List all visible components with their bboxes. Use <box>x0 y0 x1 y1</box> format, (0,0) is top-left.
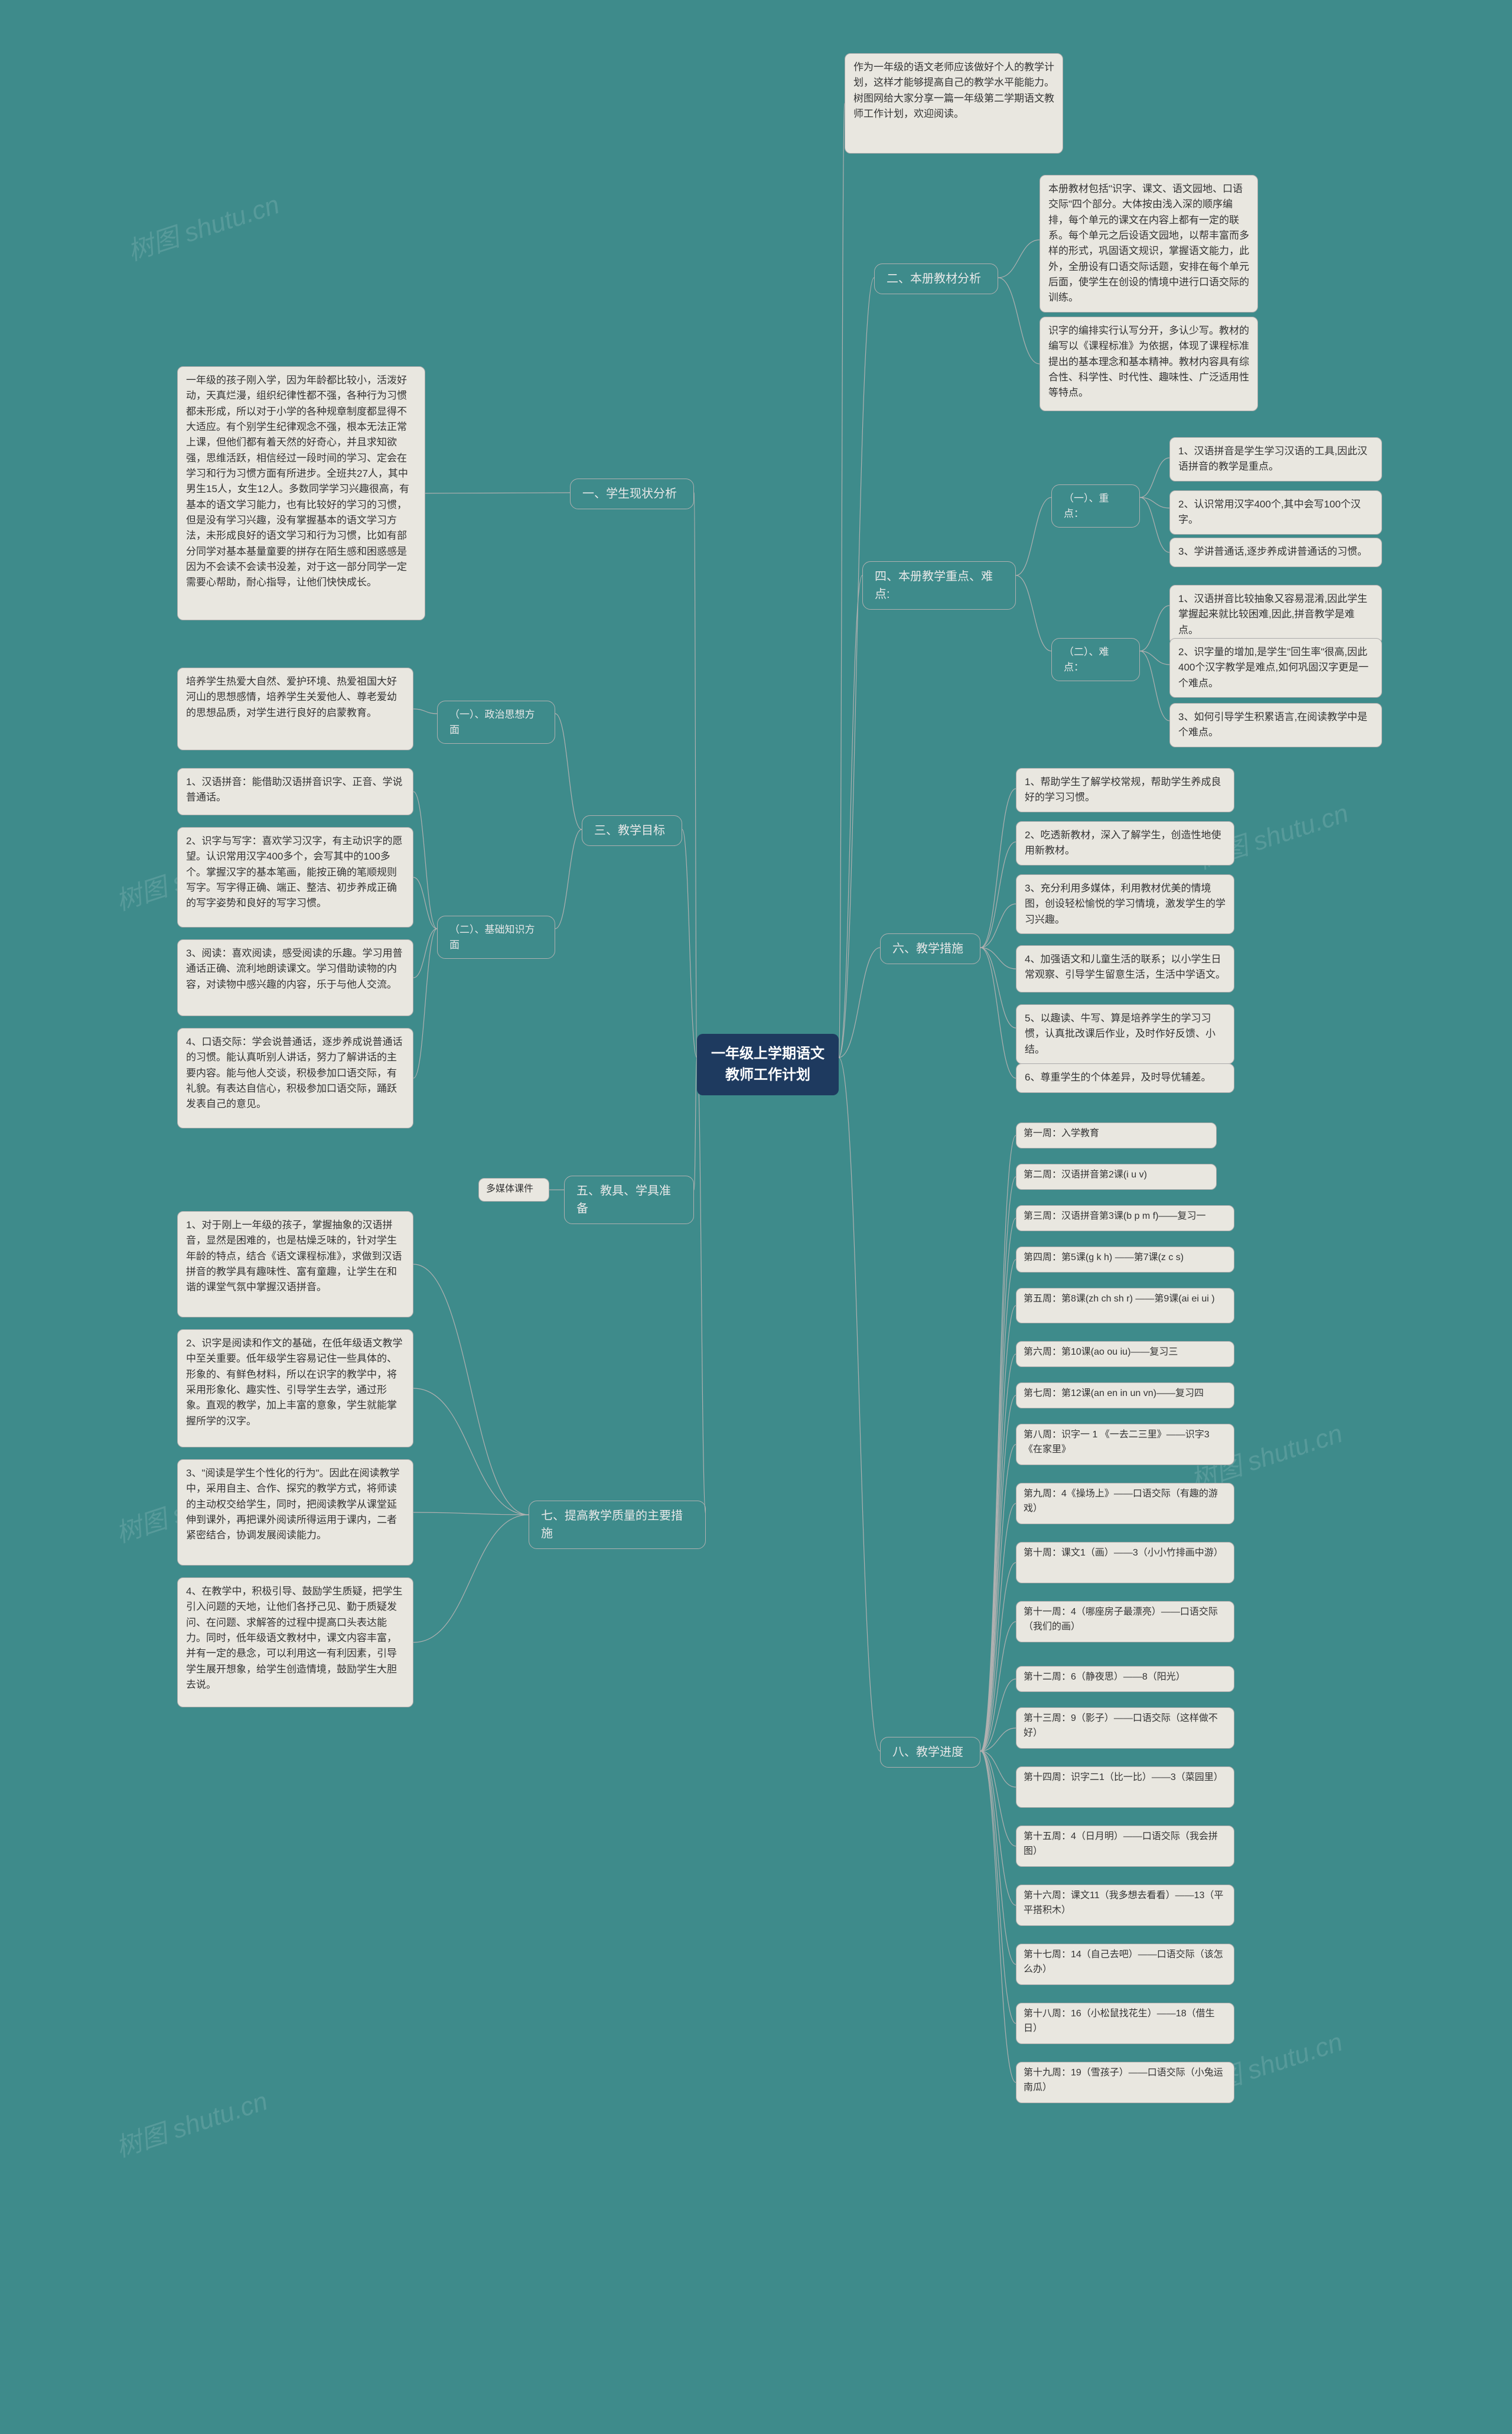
leaf-node: 第十二周：6（静夜思）——8（阳光） <box>1016 1666 1234 1692</box>
leaf-node: 第十周：课文1（画）——3（小小竹排画中游） <box>1016 1542 1234 1583</box>
leaf-node: 5、以趣读、牛写、算是培养学生的学习习惯，认真批改课后作业，及时作好反馈、小结。 <box>1016 1004 1234 1064</box>
leaf-node: 第十九周：19（雪孩子）——口语交际（小兔运南瓜） <box>1016 2062 1234 2103</box>
leaf-node: 第五周：第8课(zh ch sh r) ——第9课(ai ei ui ) <box>1016 1288 1234 1323</box>
leaf-node: 第四周：第5课(g k h) ——第7课(z c s) <box>1016 1247 1234 1273</box>
leaf-node: 一年级的孩子刚入学，因为年龄都比较小，活泼好动，天真烂漫，组织纪律性都不强，各种… <box>177 366 425 620</box>
leaf-node: 第三周：汉语拼音第3课(b p m f)——复习一 <box>1016 1205 1234 1231</box>
leaf-node: 第十五周：4（日月明）——口语交际（我会拼图） <box>1016 1826 1234 1867</box>
leaf-node: 3、学讲普通话,逐步养成讲普通话的习惯。 <box>1169 538 1382 567</box>
leaf-node: 多媒体课件 <box>478 1178 549 1202</box>
leaf-node: 3、充分利用多媒体，利用教材优美的情境图，创设轻松愉悦的学习情境，激发学生的学习… <box>1016 874 1234 934</box>
leaf-node: 4、加强语文和儿童生活的联系；以小学生日常观察、引导学生留意生活，生活中学语文。 <box>1016 945 1234 993</box>
leaf-node: 第九周：4《操场上》——口语交际（有趣的游戏） <box>1016 1483 1234 1524</box>
leaf-node: 第十三周：9（影子）——口语交际（这样做不好） <box>1016 1707 1234 1749</box>
leaf-node: 第六周：第10课(ao ou iu)——复习三 <box>1016 1341 1234 1367</box>
leaf-node: 第十六周：课文11（我多想去看看）——13（平平搭积木） <box>1016 1885 1234 1926</box>
leaf-node: 2、认识常用汉字400个,其中会写100个汉字。 <box>1169 490 1382 535</box>
leaf-node: 第一周：入学教育 <box>1016 1122 1217 1148</box>
leaf-node: 第二周：汉语拼音第2课(i u v) <box>1016 1164 1217 1190</box>
leaf-node: 第十七周：14（自己去吧）——口语交际（该怎么办） <box>1016 1944 1234 1985</box>
branch-node: 八、教学进度 <box>880 1737 980 1768</box>
leaf-node: 4、在教学中，积极引导、鼓励学生质疑，把学生引入问题的天地，让他们各抒己见、勤于… <box>177 1577 413 1707</box>
watermark: 树图 shutu.cn <box>122 183 284 268</box>
center-node: 一年级上学期语文教师工作计划 <box>697 1034 839 1095</box>
leaf-node: 3、如何引导学生积累语言,在阅读教学中是个难点。 <box>1169 703 1382 747</box>
branch-node: 五、教具、学具准备 <box>564 1176 694 1224</box>
sub-branch-node: （一）、重点： <box>1051 484 1140 528</box>
branch-node: 六、教学措施 <box>880 933 980 964</box>
branch-node: 七、提高教学质量的主要措施 <box>529 1501 706 1549</box>
leaf-node: 1、汉语拼音：能借助汉语拼音识字、正音、学说普通话。 <box>177 768 413 815</box>
leaf-node: 3、阅读：喜欢阅读，感受阅读的乐趣。学习用普通话正确、流利地朗读课文。学习借助读… <box>177 939 413 1016</box>
leaf-node: 6、尊重学生的个体差异，及时导优辅差。 <box>1016 1063 1234 1093</box>
leaf-node: 第十一周：4（哪座房子最漂亮）——口语交际（我们的画） <box>1016 1601 1234 1642</box>
leaf-node: 培养学生热爱大自然、爱护环境、热爱祖国大好河山的思想感情，培养学生关爱他人、尊老… <box>177 668 413 750</box>
leaf-node: 第十四周：识字二1（比一比）——3（菜园里） <box>1016 1766 1234 1808</box>
leaf-node: 1、对于刚上一年级的孩子，掌握抽象的汉语拼音，显然是困难的，也是枯燥乏味的，针对… <box>177 1211 413 1317</box>
leaf-node: 1、汉语拼音比较抽象又容易混淆,因此学生掌握起来就比较困难,因此,拼音教学是难点… <box>1169 585 1382 645</box>
leaf-node: 4、口语交际：学会说普通话，逐步养成说普通话的习惯。能认真听别人讲话，努力了解讲… <box>177 1028 413 1128</box>
leaf-node: 第八周：识字一 1 《一去二三里》——识字3《在家里》 <box>1016 1424 1234 1465</box>
mindmap-canvas: 树图 shutu.cn树图 shutu.cn树图 shutu.cn树图 shut… <box>0 0 1512 2434</box>
sub-branch-node: （二）、难点： <box>1051 638 1140 681</box>
leaf-node: 2、识字与写字：喜欢学习汉字，有主动识字的愿望。认识常用汉字400多个，会写其中… <box>177 827 413 928</box>
leaf-node: 2、吃透新教材，深入了解学生，创造性地使用新教材。 <box>1016 821 1234 865</box>
branch-node: 四、本册教学重点、难点: <box>862 561 1016 610</box>
leaf-node: 2、识字是阅读和作文的基础，在低年级语文教学中至关重要。低年级学生容易记住一些具… <box>177 1329 413 1447</box>
sub-branch-node: （二）、基础知识方面 <box>437 916 555 959</box>
leaf-node: 1、汉语拼音是学生学习汉语的工具,因此汉语拼音的教学是重点。 <box>1169 437 1382 481</box>
branch-node: 三、教学目标 <box>582 815 682 846</box>
leaf-node: 作为一年级的语文老师应该做好个人的教学计划，这样才能够提高自己的教学水平能能力。… <box>845 53 1063 154</box>
leaf-node: 第十八周：16（小松鼠找花生）——18（借生日） <box>1016 2003 1234 2044</box>
leaf-node: 3、"阅读是学生个性化的行为"。因此在阅读教学中，采用自主、合作、探究的教学方式… <box>177 1459 413 1566</box>
leaf-node: 2、识字量的增加,是学生"回生率"很高,因此400个汉字教学是难点,如何巩固汉字… <box>1169 638 1382 698</box>
leaf-node: 1、帮助学生了解学校常规，帮助学生养成良好的学习习惯。 <box>1016 768 1234 812</box>
leaf-node: 识字的编排实行认写分开，多认少写。教材的编写以《课程标准》为依据，体现了课程标准… <box>1040 317 1258 411</box>
sub-branch-node: （一）、政治思想方面 <box>437 701 555 744</box>
leaf-node: 本册教材包括"识字、课文、语文园地、口语交际"四个部分。大体按由浅入深的顺序编排… <box>1040 175 1258 313</box>
watermark: 树图 shutu.cn <box>110 2080 272 2164</box>
branch-node: 一、学生现状分析 <box>570 479 694 509</box>
branch-node: 二、本册教材分析 <box>874 263 998 294</box>
leaf-node: 第七周：第12课(an en in un vn)——复习四 <box>1016 1382 1234 1408</box>
